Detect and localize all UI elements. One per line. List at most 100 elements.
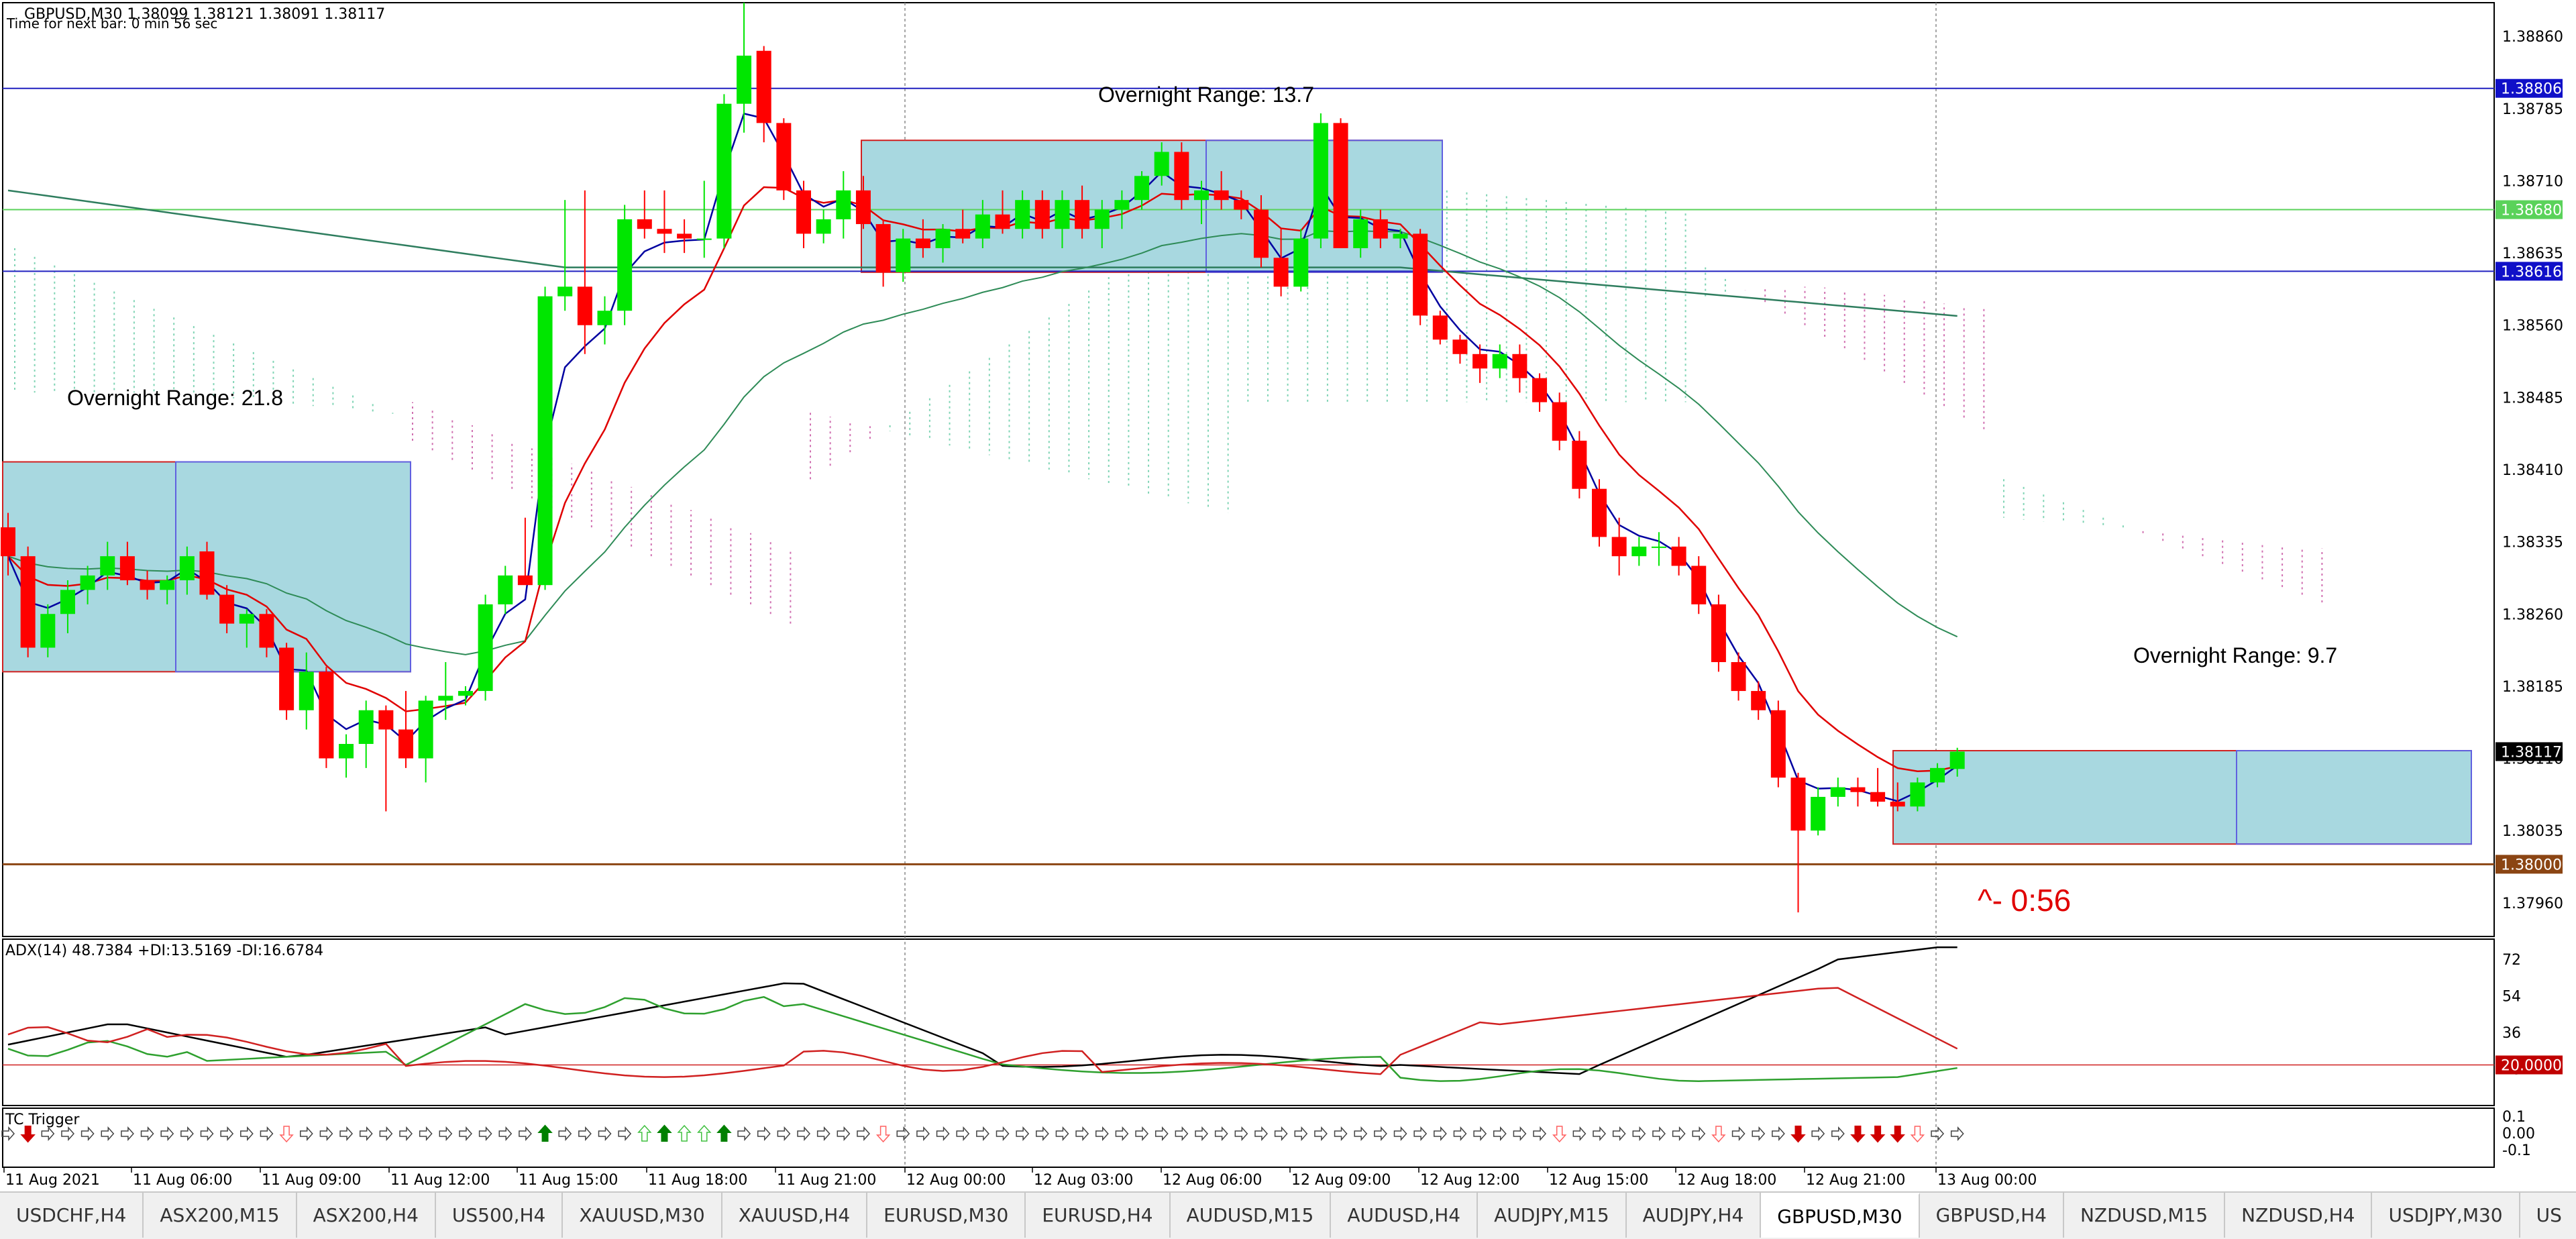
candle-body bbox=[60, 590, 75, 614]
overnight-range-label-1: Overnight Range: 21.8 bbox=[67, 386, 283, 410]
price-axis-tick: 1.38035 bbox=[2502, 823, 2563, 840]
tc-trigger-arrow-icon bbox=[1095, 1126, 1109, 1141]
tc-trigger-arrow-icon bbox=[1910, 1126, 1925, 1143]
price-axis-tick: 1.38635 bbox=[2502, 246, 2563, 262]
time-axis-label: 11 Aug 2021 bbox=[5, 1172, 100, 1189]
chart-tab[interactable]: ASX200,H4 bbox=[297, 1193, 436, 1238]
tc-trigger-arrow-icon bbox=[240, 1126, 254, 1141]
chart-tab[interactable]: US500,H4 bbox=[436, 1193, 564, 1238]
chart-tab[interactable]: XAUUSD,M30 bbox=[563, 1193, 722, 1238]
tc-trigger-arrow-icon bbox=[996, 1126, 1010, 1141]
time-axis-label: 12 Aug 18:00 bbox=[1677, 1172, 1776, 1189]
chart-tab[interactable]: US bbox=[2520, 1193, 2576, 1238]
sma-200-line bbox=[7, 189, 1957, 317]
chart-tab[interactable]: XAUUSD,H4 bbox=[722, 1193, 868, 1238]
tc-trigger-arrow-icon bbox=[1890, 1126, 1905, 1143]
chart-tab[interactable]: USDJPY,M30 bbox=[2372, 1193, 2520, 1238]
candle-body bbox=[20, 556, 36, 648]
tc-trigger-arrow-icon bbox=[1672, 1126, 1686, 1141]
candle-body bbox=[279, 647, 294, 710]
tc-trigger-arrow-icon bbox=[439, 1126, 453, 1141]
tc-trigger-arrow-icon bbox=[816, 1126, 830, 1141]
candle-body bbox=[716, 103, 732, 239]
candle-body bbox=[1611, 537, 1627, 557]
candle-body bbox=[1512, 354, 1527, 378]
time-axis-label: 11 Aug 09:00 bbox=[262, 1172, 361, 1189]
adx-axis-tick: 36 bbox=[2502, 1025, 2521, 1042]
chart-tab[interactable]: USDCHF,H4 bbox=[0, 1193, 144, 1238]
tc-trigger-arrow-icon bbox=[1434, 1126, 1447, 1141]
tc-trigger-arrow-icon bbox=[1831, 1126, 1845, 1141]
candle-body bbox=[1770, 710, 1786, 778]
candle-body bbox=[1413, 233, 1428, 316]
candle-body bbox=[1651, 546, 1666, 548]
tc-trigger-arrow-icon bbox=[399, 1126, 413, 1141]
tc-trigger-arrow-icon bbox=[279, 1126, 294, 1143]
candle-body bbox=[1114, 200, 1130, 210]
candle-body bbox=[836, 190, 851, 219]
candle-body bbox=[557, 286, 573, 297]
tc-axis-tick: 0.1 bbox=[2502, 1109, 2526, 1126]
candle-body bbox=[1313, 123, 1328, 239]
candle-body bbox=[1671, 546, 1686, 566]
chart-tab[interactable]: NZDUSD,H4 bbox=[2225, 1193, 2373, 1238]
adx-level-badge bbox=[2496, 1055, 2563, 1075]
candle-body bbox=[696, 238, 712, 240]
overnight-range-label-3: Overnight Range: 9.7 bbox=[2133, 643, 2337, 667]
price-axis-tick: 1.38260 bbox=[2502, 606, 2563, 623]
time-axis-label: 12 Aug 12:00 bbox=[1420, 1172, 1519, 1189]
tc-trigger-arrow-icon bbox=[1711, 1126, 1726, 1143]
candle-body bbox=[1015, 200, 1030, 229]
tc-trigger-arrow-icon bbox=[1931, 1126, 1945, 1141]
tc-trigger-arrow-icon bbox=[716, 1124, 732, 1142]
tc-trigger-arrow-icon bbox=[180, 1126, 194, 1141]
candle-body bbox=[1830, 787, 1845, 797]
candle-body bbox=[1790, 777, 1806, 831]
candle-body bbox=[259, 614, 274, 648]
tc-trigger-arrow-icon bbox=[1692, 1126, 1706, 1141]
time-axis-label: 11 Aug 12:00 bbox=[390, 1172, 490, 1189]
tc-trigger-arrow-icon bbox=[737, 1126, 751, 1141]
tc-trigger-arrow-icon bbox=[578, 1126, 592, 1141]
adx-panel-frame bbox=[2, 938, 2495, 1106]
candle-body bbox=[796, 190, 811, 234]
chart-tab[interactable]: EURUSD,H4 bbox=[1026, 1193, 1171, 1238]
chart-tab[interactable]: AUDJPY,H4 bbox=[1627, 1193, 1762, 1238]
tc-trigger-arrow-icon bbox=[459, 1126, 472, 1141]
tc-trigger-arrow-icon bbox=[537, 1124, 553, 1142]
chart-tab[interactable]: GBPUSD,H4 bbox=[1920, 1193, 2064, 1238]
chart-tab[interactable]: GBPUSD,M30 bbox=[1761, 1193, 1920, 1238]
chart-tabs-bar: USDCHF,H4 ASX200,M15 ASX200,H4 US500,H4 XAUU… bbox=[0, 1191, 2576, 1239]
candle-body bbox=[1472, 354, 1488, 369]
chart-tab[interactable]: ASX200,M15 bbox=[144, 1193, 297, 1238]
chart-tab[interactable]: AUDUSD,M15 bbox=[1171, 1193, 1332, 1238]
chart-tab[interactable]: EURUSD,M30 bbox=[867, 1193, 1026, 1238]
tc-trigger-arrow-icon bbox=[1334, 1126, 1348, 1141]
tc-trigger-arrow-icon bbox=[1155, 1126, 1169, 1141]
tc-trigger-arrow-icon bbox=[1513, 1126, 1527, 1141]
candle-body bbox=[1075, 200, 1090, 229]
price-axis-tick: 1.38485 bbox=[2502, 390, 2563, 407]
tc-trigger-arrow-icon bbox=[1036, 1126, 1049, 1141]
tc-trigger-arrow-icon bbox=[160, 1126, 174, 1141]
chart-tab[interactable]: AUDUSD,H4 bbox=[1331, 1193, 1479, 1238]
tc-trigger-arrow-icon bbox=[1214, 1126, 1228, 1141]
candle-body bbox=[239, 614, 254, 624]
candle-body bbox=[1452, 339, 1468, 354]
tc-trigger-arrow-icon bbox=[220, 1126, 234, 1141]
tc-trigger-arrow-icon bbox=[1274, 1126, 1288, 1141]
tc-trigger-arrow-icon bbox=[1870, 1126, 1886, 1143]
tc-trigger-arrow-icon bbox=[140, 1126, 154, 1141]
candle-body bbox=[1532, 378, 1548, 402]
tc-trigger-arrow-icon bbox=[1354, 1126, 1368, 1141]
tc-trigger-arrow-icon bbox=[498, 1126, 513, 1141]
tc-trigger-arrow-icon bbox=[1731, 1126, 1746, 1141]
chart-tab[interactable]: NZDUSD,M15 bbox=[2064, 1193, 2226, 1238]
candle-body bbox=[418, 700, 433, 759]
chart-tab[interactable]: AUDJPY,M15 bbox=[1478, 1193, 1627, 1238]
tc-trigger-arrow-icon bbox=[419, 1126, 433, 1141]
candle-body bbox=[1373, 219, 1388, 239]
tc-trigger-arrow-icon bbox=[1533, 1126, 1547, 1141]
